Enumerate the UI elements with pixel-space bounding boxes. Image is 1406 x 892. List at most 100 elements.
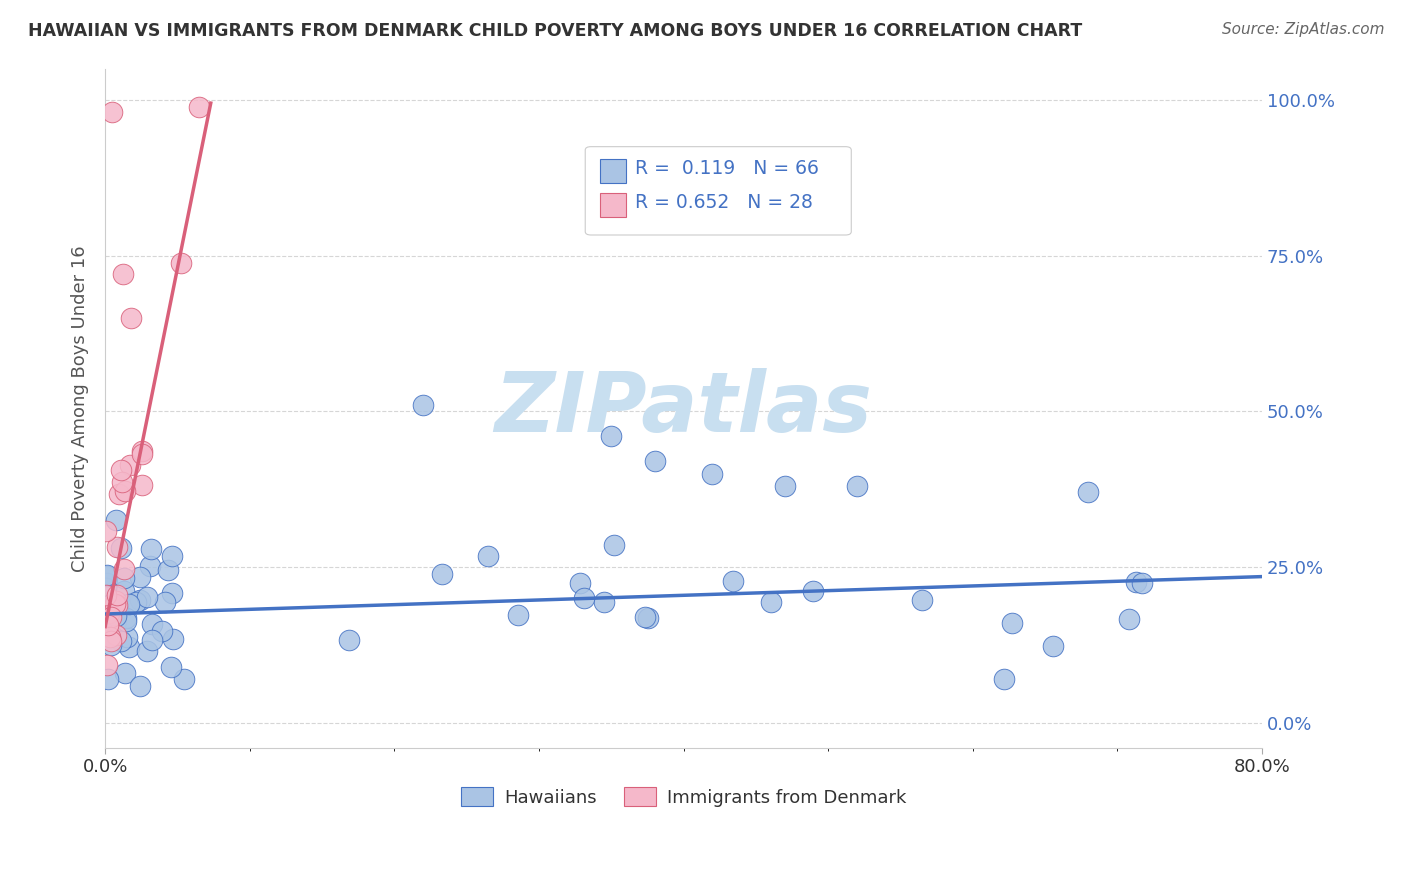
- Point: [107, 603, 129, 617]
- Point: [96, 524, 118, 538]
- Point: [110, 634, 132, 648]
- Y-axis label: Child Poverty Among Boys Under 16: Child Poverty Among Boys Under 16: [72, 245, 89, 572]
- Point: [160, 586, 183, 600]
- Point: [96, 568, 118, 582]
- FancyBboxPatch shape: [585, 146, 851, 235]
- Point: [801, 583, 824, 598]
- Point: [110, 463, 132, 477]
- Point: [153, 595, 176, 609]
- Point: [112, 584, 135, 599]
- Point: [506, 607, 529, 622]
- Point: [141, 632, 163, 647]
- Text: R =  0.119   N = 66: R = 0.119 N = 66: [636, 159, 818, 178]
- Point: [128, 570, 150, 584]
- Point: [128, 679, 150, 693]
- Point: [1118, 612, 1140, 626]
- Point: [114, 665, 136, 680]
- Point: [118, 640, 141, 654]
- Point: [118, 598, 141, 612]
- Point: [104, 597, 127, 611]
- Point: [430, 567, 453, 582]
- Point: [721, 574, 744, 588]
- Point: [644, 454, 666, 468]
- Point: [120, 310, 142, 325]
- Point: [702, 467, 724, 481]
- Point: [170, 256, 193, 270]
- Point: [1130, 576, 1153, 591]
- Point: [157, 563, 180, 577]
- Point: [104, 628, 127, 642]
- Point: [100, 597, 122, 611]
- Point: [100, 638, 122, 652]
- Point: [477, 549, 499, 563]
- Point: [572, 591, 595, 605]
- Point: [96, 576, 118, 591]
- Point: [637, 610, 659, 624]
- Point: [136, 591, 159, 605]
- Text: ZIPatlas: ZIPatlas: [495, 368, 873, 449]
- Point: [120, 458, 142, 472]
- Point: [97, 618, 120, 632]
- Point: [112, 561, 135, 575]
- Point: [105, 540, 128, 554]
- Point: [96, 581, 118, 595]
- Point: [141, 542, 163, 557]
- Point: [150, 624, 173, 639]
- Point: [761, 595, 783, 609]
- Point: [1125, 575, 1147, 590]
- Point: [569, 575, 592, 590]
- Point: [105, 598, 128, 612]
- Bar: [600, 193, 626, 217]
- Bar: [600, 159, 626, 183]
- Point: [114, 483, 136, 498]
- Point: [105, 588, 128, 602]
- Point: [112, 571, 135, 585]
- Point: [101, 105, 124, 120]
- Text: R = 0.652   N = 28: R = 0.652 N = 28: [636, 193, 813, 212]
- Point: [412, 398, 434, 412]
- Point: [160, 549, 183, 563]
- Point: [97, 606, 120, 620]
- Point: [105, 513, 128, 527]
- Point: [98, 631, 121, 645]
- Point: [111, 267, 134, 281]
- Point: [110, 541, 132, 556]
- Point: [773, 479, 796, 493]
- Point: [1001, 616, 1024, 631]
- Point: [593, 595, 616, 609]
- Point: [910, 593, 932, 607]
- Point: [107, 486, 129, 500]
- Point: [139, 559, 162, 574]
- Point: [188, 100, 211, 114]
- Point: [1077, 485, 1099, 500]
- Point: [111, 475, 134, 489]
- Point: [131, 443, 153, 458]
- Point: [1042, 639, 1064, 653]
- Point: [173, 672, 195, 686]
- Point: [141, 616, 163, 631]
- Point: [128, 593, 150, 607]
- Point: [337, 633, 360, 648]
- Point: [96, 588, 118, 602]
- Point: [125, 595, 148, 609]
- Point: [96, 657, 118, 672]
- Point: [105, 609, 128, 624]
- Point: [131, 478, 153, 492]
- Point: [100, 634, 122, 648]
- Text: HAWAIIAN VS IMMIGRANTS FROM DENMARK CHILD POVERTY AMONG BOYS UNDER 16 CORRELATIO: HAWAIIAN VS IMMIGRANTS FROM DENMARK CHIL…: [28, 22, 1083, 40]
- Point: [96, 569, 118, 583]
- Point: [115, 614, 138, 628]
- Point: [162, 632, 184, 646]
- Point: [97, 672, 120, 686]
- Point: [600, 429, 623, 443]
- Point: [603, 538, 626, 552]
- Point: [993, 672, 1015, 686]
- Text: Source: ZipAtlas.com: Source: ZipAtlas.com: [1222, 22, 1385, 37]
- Point: [104, 614, 127, 628]
- Point: [131, 447, 153, 461]
- Point: [159, 660, 181, 674]
- Point: [114, 610, 136, 624]
- Point: [100, 610, 122, 624]
- Point: [115, 630, 138, 644]
- Point: [846, 479, 869, 493]
